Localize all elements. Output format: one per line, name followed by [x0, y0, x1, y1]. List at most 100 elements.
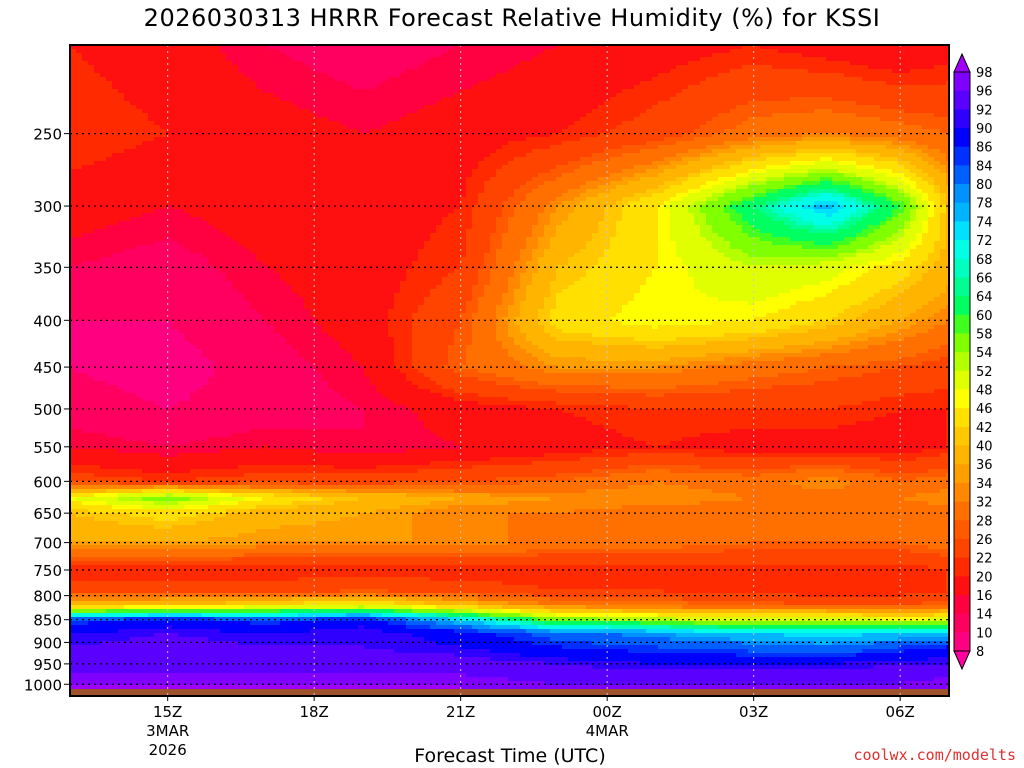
field-cell — [556, 93, 563, 98]
field-cell — [388, 153, 395, 158]
field-cell — [244, 125, 251, 130]
field-cell — [622, 105, 629, 110]
field-cell — [634, 125, 641, 130]
field-cell — [628, 141, 635, 146]
field-cell — [826, 93, 833, 98]
field-cell — [682, 141, 689, 146]
field-cell — [322, 149, 329, 154]
field-cell — [580, 121, 587, 126]
field-cell — [310, 93, 317, 98]
field-cell — [700, 77, 707, 82]
field-cell — [328, 65, 335, 70]
field-cell — [724, 109, 731, 114]
field-cell — [334, 169, 341, 174]
field-cell — [790, 57, 797, 62]
field-cell — [508, 121, 515, 126]
field-cell — [226, 101, 233, 106]
field-cell — [694, 93, 701, 98]
field-cell — [742, 113, 749, 118]
field-cell — [718, 169, 725, 174]
field-cell — [190, 125, 197, 130]
field-cell — [712, 69, 719, 74]
field-cell — [664, 65, 671, 70]
field-cell — [130, 61, 137, 66]
field-cell — [316, 165, 323, 170]
field-cell — [304, 101, 311, 106]
field-cell — [874, 81, 881, 86]
field-cell — [130, 129, 137, 134]
field-cell — [376, 57, 383, 62]
field-cell — [688, 161, 695, 166]
field-cell — [352, 169, 359, 174]
field-cell — [154, 49, 161, 54]
field-cell — [580, 117, 587, 122]
field-cell — [466, 121, 473, 126]
field-cell — [904, 49, 911, 54]
field-cell — [592, 105, 599, 110]
field-cell — [850, 109, 857, 114]
field-cell — [316, 177, 323, 182]
field-cell — [814, 73, 821, 78]
field-cell — [622, 149, 629, 154]
field-cell — [340, 121, 347, 126]
field-cell — [592, 101, 599, 106]
field-cell — [910, 61, 917, 66]
field-cell — [388, 145, 395, 150]
field-cell — [268, 93, 275, 98]
field-cell — [418, 61, 425, 66]
field-cell — [736, 165, 743, 170]
field-cell — [484, 53, 491, 58]
field-cell — [778, 137, 785, 142]
field-cell — [448, 73, 455, 78]
field-cell — [172, 117, 179, 122]
field-cell — [136, 165, 143, 170]
field-cell — [628, 177, 635, 182]
field-cell — [400, 113, 407, 118]
field-cell — [694, 157, 701, 162]
field-cell — [814, 141, 821, 146]
field-cell — [868, 73, 875, 78]
field-cell — [718, 97, 725, 102]
field-cell — [580, 157, 587, 162]
field-cell — [850, 177, 857, 182]
field-cell — [760, 125, 767, 130]
field-cell — [844, 169, 851, 174]
field-cell — [448, 81, 455, 86]
field-cell — [616, 105, 623, 110]
field-cell — [922, 153, 929, 158]
field-cell — [274, 105, 281, 110]
field-cell — [160, 53, 167, 58]
field-cell — [610, 177, 617, 182]
field-cell — [862, 173, 869, 178]
field-cell — [118, 57, 125, 62]
field-cell — [778, 165, 785, 170]
field-cell — [148, 153, 155, 158]
field-cell — [418, 53, 425, 58]
field-cell — [784, 149, 791, 154]
field-cell — [796, 149, 803, 154]
field-cell — [508, 117, 515, 122]
field-cell — [724, 117, 731, 122]
field-cell — [838, 53, 845, 58]
field-cell — [652, 145, 659, 150]
field-cell — [394, 129, 401, 134]
field-cell — [88, 129, 95, 134]
field-cell — [886, 145, 893, 150]
field-cell — [484, 129, 491, 134]
field-cell — [106, 97, 113, 102]
field-cell — [442, 117, 449, 122]
field-cell — [346, 109, 353, 114]
field-cell — [808, 153, 815, 158]
field-cell — [610, 125, 617, 130]
field-cell — [244, 77, 251, 82]
field-cell — [526, 173, 533, 178]
field-cell — [856, 173, 863, 178]
field-cell — [628, 81, 635, 86]
field-cell — [130, 81, 137, 86]
field-cell — [274, 77, 281, 82]
field-cell — [658, 173, 665, 178]
field-cell — [718, 173, 725, 178]
field-cell — [910, 169, 917, 174]
field-cell — [454, 77, 461, 82]
field-cell — [808, 97, 815, 102]
